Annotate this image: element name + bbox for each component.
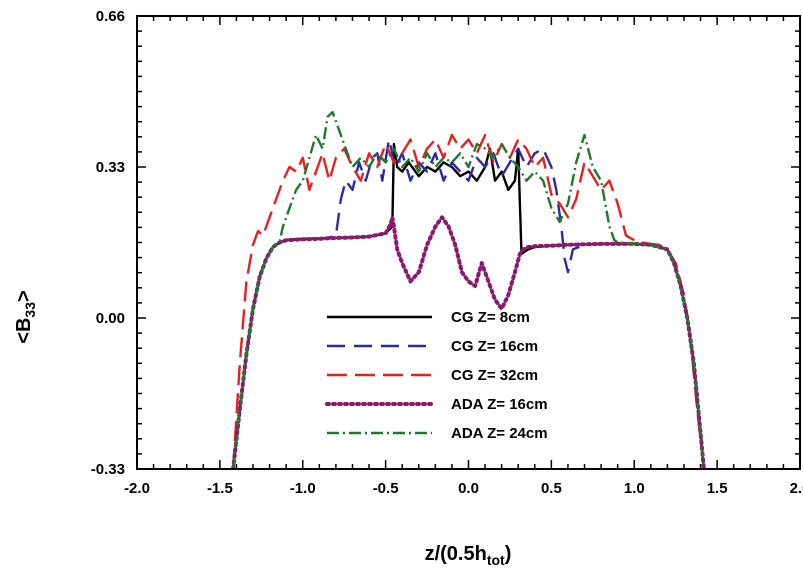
legend-label-4: ADA Z= 16cm	[451, 396, 548, 413]
x-tick-label: 1.5	[707, 480, 728, 497]
x-tick-label: -0.5	[373, 480, 399, 497]
x-axis-label-tail: )	[505, 543, 512, 565]
series-line-4	[231, 215, 706, 469]
x-tick-label: 0.0	[458, 480, 479, 497]
y-axis-label-base: <B	[13, 318, 35, 344]
x-tick-label: -1.0	[290, 480, 316, 497]
y-tick-label: 0.00	[96, 310, 125, 327]
y-axis-label: <B33>	[13, 290, 38, 343]
y-tick-label: 0.33	[96, 159, 125, 176]
x-tick-label: 0.5	[541, 480, 562, 497]
x-axis-label: z/(0.5htot)	[425, 543, 512, 568]
x-axis-label-base: z/(0.5h	[425, 543, 487, 565]
series-line-3	[231, 133, 706, 469]
legend-label-5: ADA Z= 24cm	[451, 425, 548, 442]
legend-label-2: CG Z= 16cm	[451, 338, 538, 355]
series-line-2	[231, 138, 706, 469]
y-tick-label: -0.33	[91, 461, 125, 478]
x-axis-label-subscript: tot	[487, 552, 505, 568]
x-tick-label: 2.0	[790, 480, 803, 497]
x-tick-label: -1.5	[207, 480, 233, 497]
axes: -2.0 -1.5 -1.0 -0.5 0.0 0.5 1.0 1.5 2.0 -0.33 0.00…	[91, 8, 803, 497]
series-line-5	[231, 110, 706, 469]
legend-label-3: CG Z= 32cm	[451, 367, 538, 384]
x-tick-label: -2.0	[124, 480, 150, 497]
legend: CG Z= 8cm CG Z= 16cm CG Z= 32cm ADA Z= 16cm…	[325, 309, 548, 442]
x-tick-label: 1.0	[624, 480, 645, 497]
plot-area	[231, 110, 706, 469]
y-tick-label: 0.66	[96, 8, 125, 25]
series-line-1	[231, 142, 706, 469]
y-axis-label-subscript: 33	[22, 302, 38, 318]
y-axis-label-tail: >	[13, 290, 35, 302]
legend-label-1: CG Z= 8cm	[451, 309, 530, 326]
